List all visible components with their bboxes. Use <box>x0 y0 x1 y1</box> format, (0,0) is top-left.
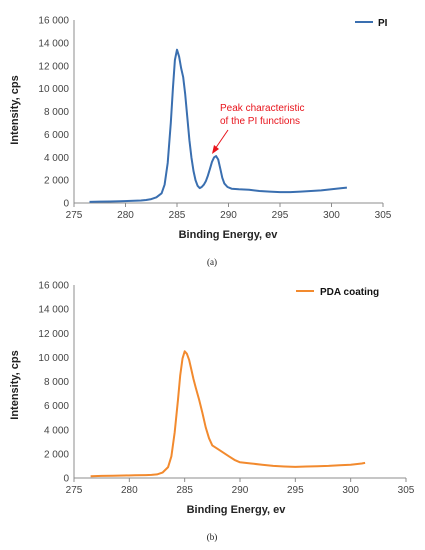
y-tick-label: 14 000 <box>38 38 69 49</box>
y-tick-label: 12 000 <box>38 329 69 340</box>
x-tick-label: 300 <box>323 210 340 221</box>
x-tick-label: 290 <box>232 485 249 496</box>
x-tick-label: 305 <box>398 485 415 496</box>
x-tick-label: 280 <box>117 210 134 221</box>
y-axis-title: Intensity, cps <box>9 75 21 144</box>
x-tick-label: 285 <box>169 210 186 221</box>
x-tick-label: 295 <box>272 210 289 221</box>
y-tick-label: 10 000 <box>38 353 69 364</box>
annotation-line-2: of the PI functions <box>220 116 300 127</box>
x-tick-label: 305 <box>375 210 392 221</box>
x-tick-labels: 275 280 285 290 295 300 305 <box>66 478 415 496</box>
x-tick-label: 275 <box>66 210 83 221</box>
legend: PI <box>355 18 388 29</box>
panel-caption-b: (b) <box>207 532 218 542</box>
legend-label-pda: PDA coating <box>320 287 379 298</box>
y-tick-labels: 0 2 000 4 000 6 000 8 000 10 000 12 000 14 000 1… <box>38 16 69 210</box>
y-tick-label: 2 000 <box>44 176 69 187</box>
chart-panel-b: 275 280 285 290 295 300 305 0 2 000 4 000 6 000 8 … <box>9 281 415 543</box>
y-tick-label: 8 000 <box>44 107 69 118</box>
annotation-line-1: Peak characteristic <box>220 103 304 114</box>
chart-panel-a: 275 280 285 290 295 300 305 0 2 000 4 000 6 000 8 … <box>9 16 392 268</box>
y-tick-label: 2 000 <box>44 449 69 460</box>
y-tick-label: 14 000 <box>38 305 69 316</box>
y-tick-label: 6 000 <box>44 130 69 141</box>
y-tick-labels: 0 2 000 4 000 6 000 8 000 10 000 12 000 14 000 1… <box>38 281 69 485</box>
series-line <box>89 48 347 203</box>
x-axis-title: Binding Energy, ev <box>187 504 287 516</box>
legend-label-pi: PI <box>378 18 388 29</box>
x-tick-label: 280 <box>121 485 138 496</box>
y-tick-label: 4 000 <box>44 153 69 164</box>
plot-area <box>73 285 406 479</box>
x-tick-label: 275 <box>66 485 83 496</box>
x-tick-label: 300 <box>342 485 359 496</box>
y-axis-title: Intensity, cps <box>9 350 21 419</box>
series-line <box>90 350 366 478</box>
y-tick-label: 0 <box>63 474 69 485</box>
x-axis-title: Binding Energy, ev <box>179 229 279 241</box>
y-tick-label: 16 000 <box>38 16 69 27</box>
peak-annotation: Peak characteristic of the PI functions <box>212 103 304 154</box>
panel-caption-a: (a) <box>207 257 217 267</box>
y-tick-label: 6 000 <box>44 401 69 412</box>
legend: PDA coating <box>296 287 379 298</box>
y-tick-label: 16 000 <box>38 281 69 292</box>
x-tick-label: 285 <box>176 485 193 496</box>
y-tick-label: 12 000 <box>38 61 69 72</box>
annotation-arrowhead <box>212 145 219 154</box>
y-tick-label: 8 000 <box>44 377 69 388</box>
x-tick-label: 295 <box>287 485 304 496</box>
x-tick-labels: 275 280 285 290 295 300 305 <box>66 203 392 221</box>
y-tick-label: 4 000 <box>44 425 69 436</box>
x-tick-label: 290 <box>220 210 237 221</box>
y-tick-label: 0 <box>63 199 69 210</box>
y-tick-label: 10 000 <box>38 84 69 95</box>
